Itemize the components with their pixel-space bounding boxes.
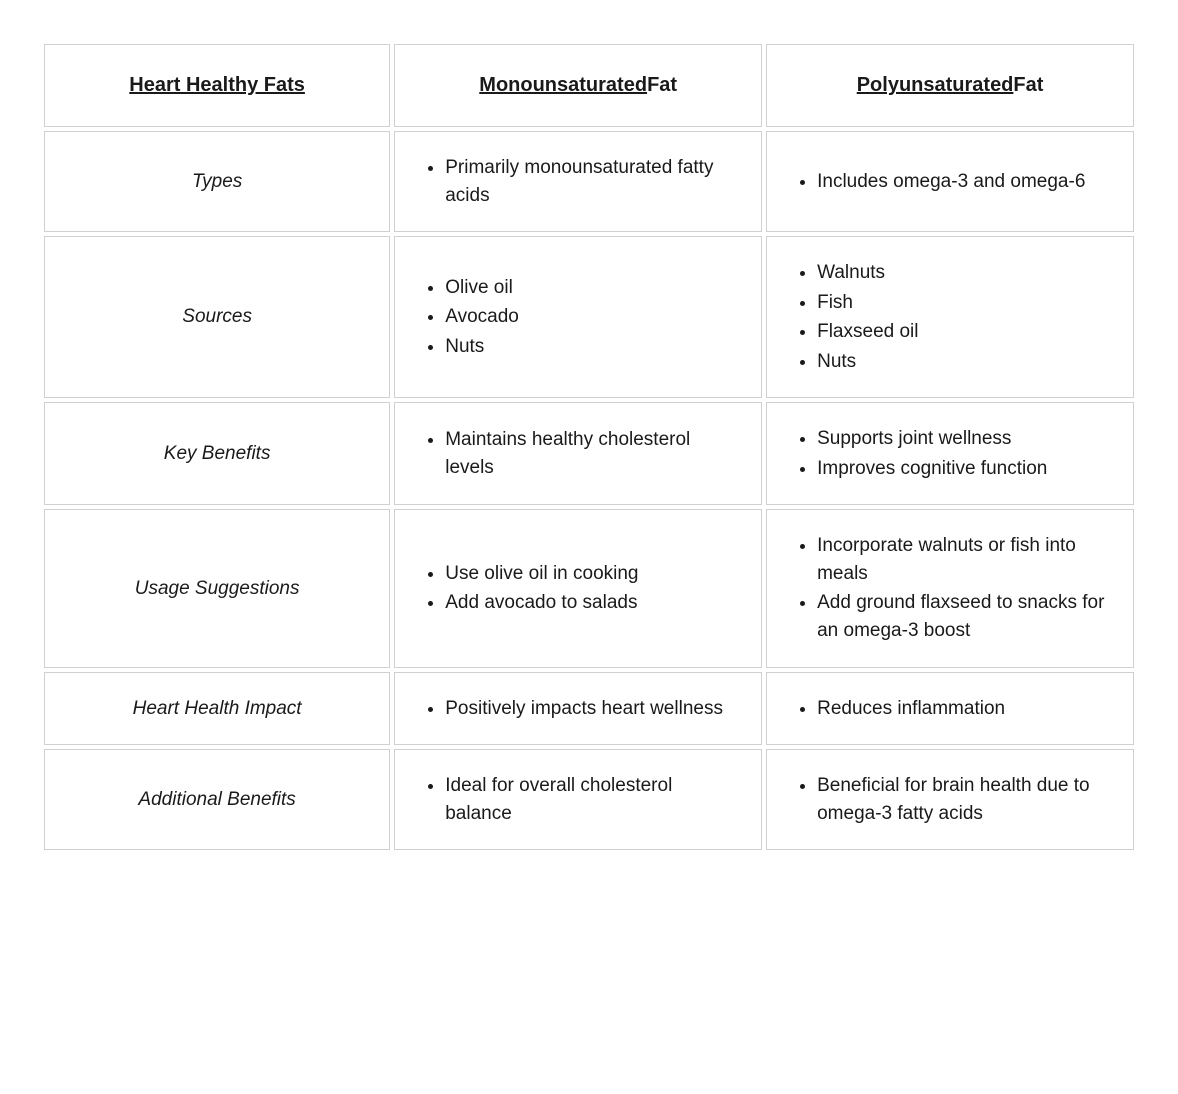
list-item: Flaxseed oil xyxy=(817,318,1111,346)
cell-poly: Beneficial for brain health due to omega… xyxy=(766,749,1134,850)
list-item: Nuts xyxy=(445,333,739,361)
cell-poly: Reduces inflammation xyxy=(766,672,1134,746)
list-item: Positively impacts heart wellness xyxy=(445,695,739,723)
cell-poly: Incorporate walnuts or fish into mealsAd… xyxy=(766,509,1134,667)
row-label: Heart Health Impact xyxy=(44,672,390,746)
col-header-poly: Polyunsaturated Fat xyxy=(766,44,1134,127)
cell-mono: Use olive oil in cookingAdd avocado to s… xyxy=(394,509,762,667)
cell-poly: Supports joint wellnessImproves cognitiv… xyxy=(766,402,1134,505)
table-row: Key Benefits Maintains healthy cholestero… xyxy=(44,402,1134,505)
cell-poly: WalnutsFishFlaxseed oilNuts xyxy=(766,236,1134,398)
table-row: Heart Health Impact Positively impacts he… xyxy=(44,672,1134,746)
col-header-label: Polyunsaturated xyxy=(857,74,1014,96)
fats-comparison-table: Heart Healthy Fats Monounsaturated Fat P… xyxy=(40,40,1138,854)
bullet-list: Olive oilAvocadoNuts xyxy=(417,274,739,361)
cell-mono: Positively impacts heart wellness xyxy=(394,672,762,746)
bullet-list: Maintains healthy cholesterol levels xyxy=(417,426,739,481)
cell-mono: Olive oilAvocadoNuts xyxy=(394,236,762,398)
row-label: Types xyxy=(44,131,390,232)
list-item: Ideal for overall cholesterol balance xyxy=(445,772,739,827)
col-header-mono: Monounsaturated Fat xyxy=(394,44,762,127)
col-header-suffix: Fat xyxy=(1013,71,1043,100)
cell-mono: Maintains healthy cholesterol levels xyxy=(394,402,762,505)
row-label: Usage Suggestions xyxy=(44,509,390,667)
list-item: Supports joint wellness xyxy=(817,425,1111,453)
bullet-list: Primarily monounsaturated fatty acids xyxy=(417,154,739,209)
col-header-suffix: Fat xyxy=(647,71,677,100)
list-item: Primarily monounsaturated fatty acids xyxy=(445,154,739,209)
list-item: Olive oil xyxy=(445,274,739,302)
bullet-list: Positively impacts heart wellness xyxy=(417,695,739,723)
cell-mono: Ideal for overall cholesterol balance xyxy=(394,749,762,850)
list-item: Add avocado to salads xyxy=(445,589,739,617)
row-label: Additional Benefits xyxy=(44,749,390,850)
list-item: Nuts xyxy=(817,348,1111,376)
bullet-list: Use olive oil in cookingAdd avocado to s… xyxy=(417,560,739,617)
table-body: Types Primarily monounsaturated fatty aci… xyxy=(44,131,1134,850)
bullet-list: Incorporate walnuts or fish into mealsAd… xyxy=(789,532,1111,644)
bullet-list: Supports joint wellnessImproves cognitiv… xyxy=(789,425,1111,482)
table-row: Usage Suggestions Use olive oil in cookin… xyxy=(44,509,1134,667)
bullet-list: Beneficial for brain health due to omega… xyxy=(789,772,1111,827)
table-row: Types Primarily monounsaturated fatty aci… xyxy=(44,131,1134,232)
list-item: Incorporate walnuts or fish into meals xyxy=(817,532,1111,587)
list-item: Walnuts xyxy=(817,259,1111,287)
row-label: Sources xyxy=(44,236,390,398)
bullet-list: Ideal for overall cholesterol balance xyxy=(417,772,739,827)
list-item: Reduces inflammation xyxy=(817,695,1111,723)
col-header-label: Monounsaturated xyxy=(479,74,647,96)
bullet-list: WalnutsFishFlaxseed oilNuts xyxy=(789,259,1111,375)
list-item: Avocado xyxy=(445,303,739,331)
col-header-label: Heart Healthy Fats xyxy=(129,74,305,96)
list-item: Maintains healthy cholesterol levels xyxy=(445,426,739,481)
list-item: Improves cognitive function xyxy=(817,455,1111,483)
list-item: Beneficial for brain health due to omega… xyxy=(817,772,1111,827)
list-item: Use olive oil in cooking xyxy=(445,560,739,588)
list-item: Fish xyxy=(817,289,1111,317)
bullet-list: Includes omega-3 and omega-6 xyxy=(789,168,1111,196)
list-item: Includes omega-3 and omega-6 xyxy=(817,168,1111,196)
cell-poly: Includes omega-3 and omega-6 xyxy=(766,131,1134,232)
list-item: Add ground flaxseed to snacks for an ome… xyxy=(817,589,1111,644)
bullet-list: Reduces inflammation xyxy=(789,695,1111,723)
cell-mono: Primarily monounsaturated fatty acids xyxy=(394,131,762,232)
table-row: Additional Benefits Ideal for overall cho… xyxy=(44,749,1134,850)
table-row: SourcesOlive oilAvocadoNutsWalnutsFishFl… xyxy=(44,236,1134,398)
col-header-category: Heart Healthy Fats xyxy=(44,44,390,127)
row-label: Key Benefits xyxy=(44,402,390,505)
table-header-row: Heart Healthy Fats Monounsaturated Fat P… xyxy=(44,44,1134,127)
